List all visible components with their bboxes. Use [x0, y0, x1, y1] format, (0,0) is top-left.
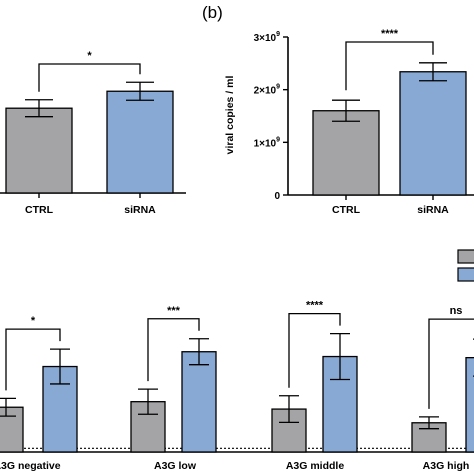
chart-b-ylabel: viral copies / ml — [224, 76, 236, 155]
chart-b-ytick-label-2: 2×109 — [254, 84, 281, 97]
legend-ctrl-swatch — [457, 249, 474, 264]
chart-c-sig-0-label: * — [31, 315, 36, 327]
chart-c-sig-2-bracket — [288, 312, 341, 388]
legend-sirna-swatch — [457, 267, 474, 282]
chart-a: CTRL siRNA * — [0, 50, 186, 216]
chart-c-xlabel-1: A3G low — [154, 460, 197, 472]
chart-b-sig-label: **** — [381, 28, 399, 40]
chart-a-bar-0 — [5, 107, 73, 194]
chart-b-ytick-label-0: 0 — [274, 191, 280, 202]
chart-c-sig-1-bracket — [147, 318, 200, 382]
chart-b-bar-0 — [312, 110, 380, 196]
chart-c-bar-1-1 — [181, 351, 217, 453]
chart-c: * A3G negative *** A3G low **** A3G middle ns A… — [0, 300, 474, 472]
chart-a-sig-bracket — [38, 63, 141, 92]
chart-c-sig-3-label: ns — [450, 305, 463, 317]
chart-c-sig-2-label: **** — [306, 300, 324, 312]
chart-a-bar-1 — [106, 90, 174, 194]
chart-b-xlabel-1: siRNA — [417, 204, 449, 216]
chart-a-xlabel-1: siRNA — [124, 204, 156, 216]
chart-c-sig-1-label: *** — [167, 305, 181, 317]
chart-c-xlabel-2: A3G middle — [286, 460, 345, 472]
chart-c-xlabel-0: A3G negative — [0, 460, 61, 472]
chart-c-bar-0-0 — [0, 406, 24, 453]
chart-b-sig-bracket — [345, 41, 434, 91]
panel-b-label: (b) — [202, 3, 223, 22]
chart-b-bar-1 — [399, 71, 467, 196]
chart-b-ytick-label-1: 1×109 — [254, 136, 281, 149]
chart-c-sig-3-bracket — [428, 318, 474, 409]
chart-c-bar-3-1 — [465, 356, 474, 453]
chart-a-xlabel-0: CTRL — [25, 204, 54, 216]
legend-swatches — [457, 249, 474, 282]
chart-b-ytick-label-3: 3×109 — [254, 31, 281, 44]
chart-b-xlabel-0: CTRL — [332, 204, 361, 216]
chart-c-xlabel-3: A3G high — [423, 460, 470, 472]
chart-a-sig-label: * — [87, 50, 92, 62]
chart-b: viral copies / ml 0 1×109 2×109 3×109 CTRL si… — [224, 28, 474, 216]
chart-c-sig-0-bracket — [5, 328, 61, 391]
